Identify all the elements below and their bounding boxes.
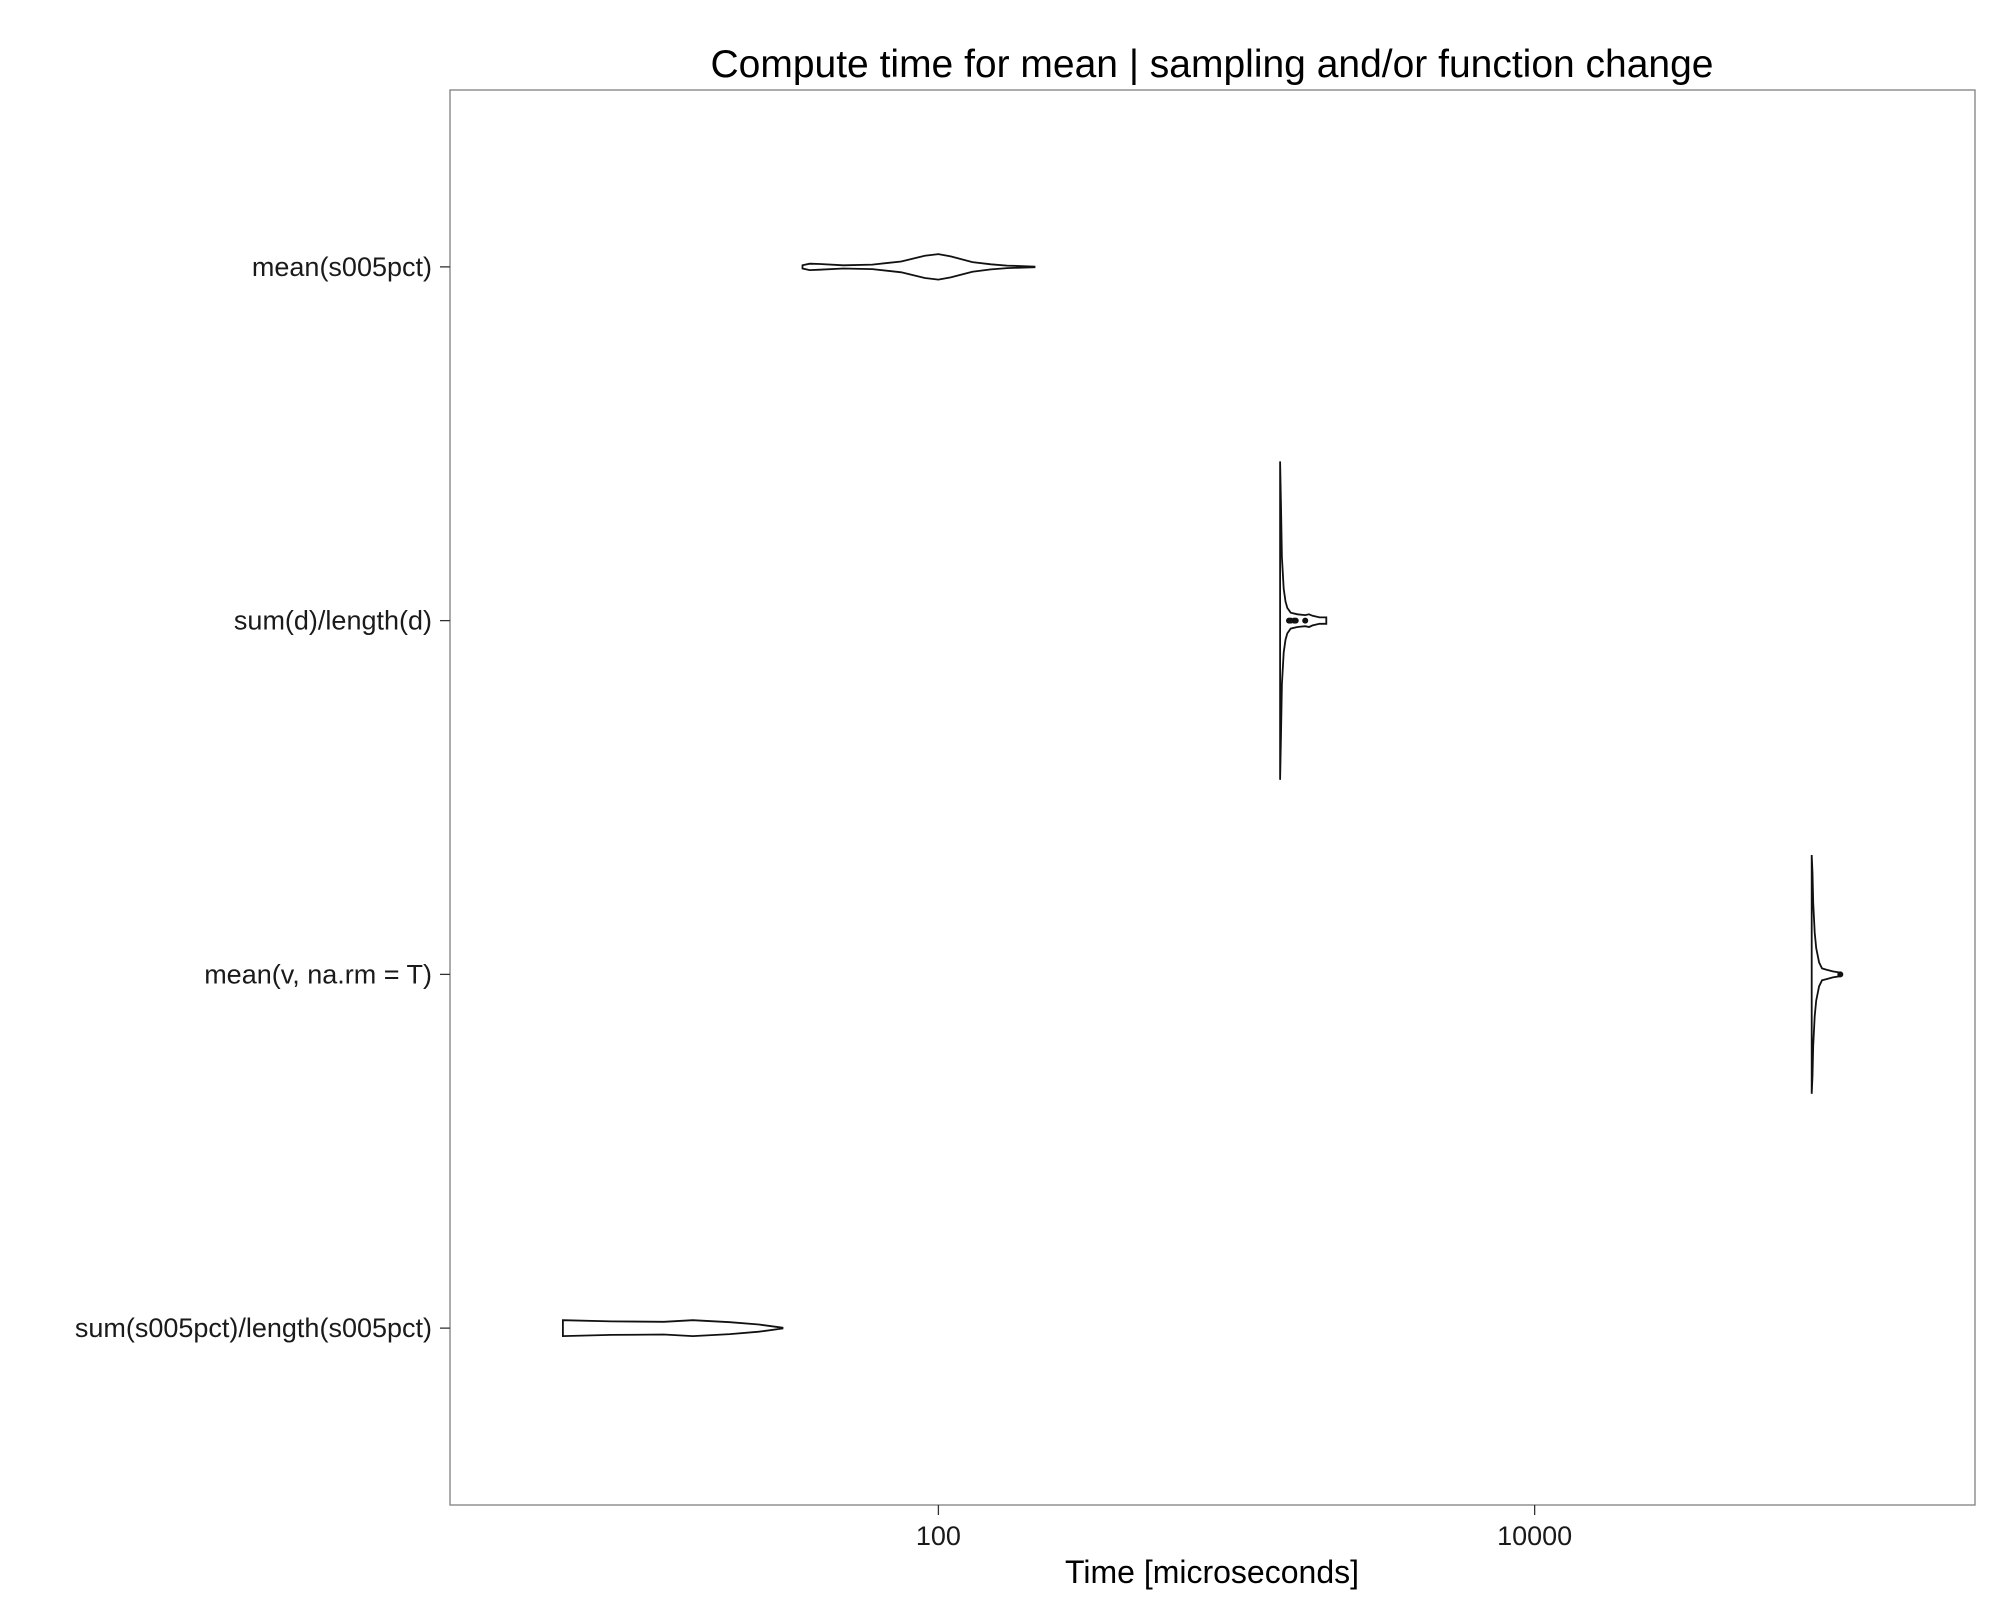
violin-0 (801, 253, 1036, 281)
y-tick-label: sum(d)/length(d) (234, 606, 432, 636)
outlier-point (1837, 971, 1844, 978)
y-tick-label: mean(s005pct) (252, 252, 432, 282)
x-tick-label: 10000 (1497, 1521, 1572, 1551)
chart-title: Compute time for mean | sampling and/or … (710, 43, 1713, 86)
y-axis: mean(s005pct) sum(d)/length(d) mean(v, na.… (75, 252, 450, 1343)
outlier-point (1302, 617, 1309, 624)
violin-3 (562, 1319, 784, 1338)
plot-panel (449, 89, 1976, 1506)
violins (562, 253, 1844, 1338)
x-axis-label: Time [microseconds] (1065, 1554, 1359, 1590)
y-tick-label: mean(v, na.rm = T) (204, 959, 432, 989)
x-axis: 100 10000 (916, 1505, 1572, 1551)
x-tick-label: 100 (916, 1521, 961, 1551)
y-tick-label: sum(s005pct)/length(s005pct) (75, 1313, 432, 1343)
outlier-point (1292, 617, 1299, 624)
